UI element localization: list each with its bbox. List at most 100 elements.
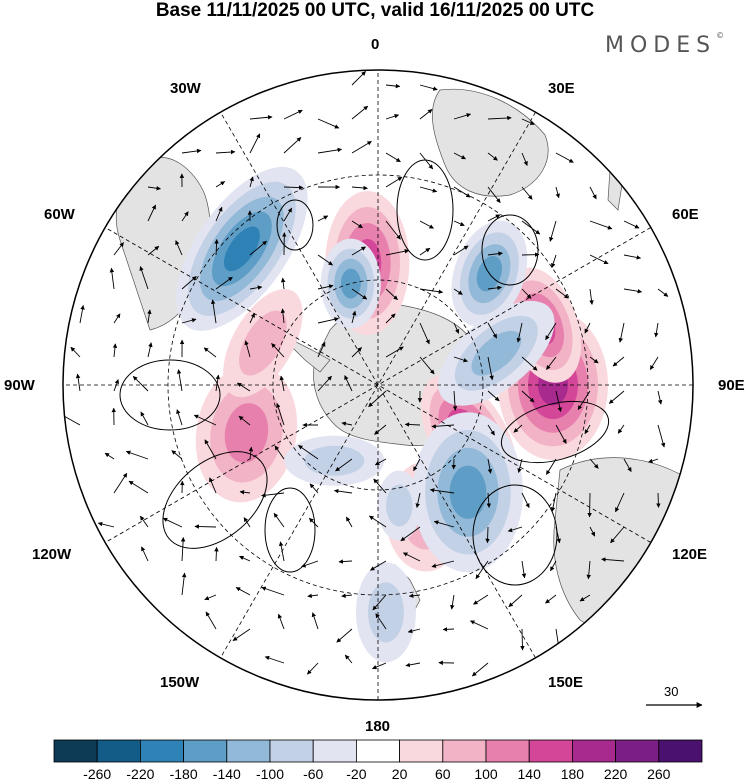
wind-vector <box>555 152 574 163</box>
wind-vector <box>204 439 217 460</box>
wind-vector <box>649 356 659 370</box>
wind-vector <box>351 140 372 154</box>
wind-vector <box>273 512 285 528</box>
wind-vector <box>351 347 362 358</box>
wind-vector <box>648 458 659 464</box>
colorbar-label-3: -140 <box>212 766 241 782</box>
wind-vector <box>147 342 153 358</box>
wind-vector <box>298 444 319 460</box>
wind-vector <box>442 627 455 632</box>
wind-vectors <box>63 71 669 677</box>
contour-high-90w <box>119 359 221 431</box>
wind-vector <box>113 242 124 256</box>
wind-vector <box>203 347 217 358</box>
wind-vector <box>617 424 625 434</box>
wind-vector <box>586 560 591 580</box>
wind-vector <box>610 526 625 544</box>
wind-vector <box>521 560 527 579</box>
lon-label-150e: 150E <box>548 674 584 691</box>
wind-vector <box>385 249 410 256</box>
wind-vector <box>333 488 353 494</box>
colorbar-swatch-5 <box>269 739 314 763</box>
wind-vector <box>279 375 285 392</box>
colorbar-label-8: 60 <box>435 766 451 782</box>
wind-vector <box>654 322 659 338</box>
wind-vector <box>261 586 285 596</box>
wind-vector <box>453 288 463 295</box>
wind-vector <box>243 517 251 528</box>
wind-vector <box>555 288 569 299</box>
wind-vector <box>521 390 535 403</box>
wind-vector <box>180 537 186 562</box>
wind-vector <box>311 612 319 630</box>
wind-vector <box>235 587 251 596</box>
wind-vector <box>176 409 183 426</box>
wind-vector <box>317 317 339 324</box>
wind-vector <box>550 560 557 572</box>
wind-vector <box>249 115 273 120</box>
wind-vector <box>308 517 319 528</box>
wind-vector <box>249 240 267 256</box>
wind-vector <box>589 220 613 230</box>
wind-vector <box>249 312 255 324</box>
wind-vector <box>623 254 642 260</box>
wind-vector <box>317 254 333 266</box>
wind-vector <box>453 322 460 334</box>
wind-vector <box>147 204 156 222</box>
wind-vector <box>618 322 625 343</box>
wind-vector <box>657 288 669 297</box>
wind-vector <box>385 313 396 324</box>
wind-vector <box>520 628 525 651</box>
wind-vector <box>521 220 541 235</box>
wind-vector <box>516 322 523 343</box>
wind-vector <box>236 382 251 392</box>
wind-vector <box>351 185 368 191</box>
wind-vector <box>545 594 557 604</box>
wind-vector <box>335 458 353 472</box>
colorbar-label-10: 140 <box>517 766 541 782</box>
wind-vector <box>589 526 596 537</box>
wind-vector <box>470 620 489 630</box>
colorbar-swatch-10 <box>485 739 530 763</box>
wind-vector <box>249 176 254 188</box>
wind-vector <box>346 516 353 528</box>
wind-vector <box>341 421 353 426</box>
reference-vector-label: 30 <box>664 684 679 699</box>
wind-vector <box>181 572 187 596</box>
wind-vector <box>301 560 319 568</box>
wind-vector <box>487 115 512 121</box>
contour-high-90e <box>500 400 610 464</box>
colorbar-label-2: -180 <box>169 766 198 782</box>
wind-vector <box>162 517 183 528</box>
contour-low-30w <box>276 199 314 251</box>
wind-vector <box>238 415 251 426</box>
anomaly-12-level-2 <box>367 582 404 643</box>
anomaly-7-level-4 <box>340 268 361 299</box>
wind-vector <box>351 246 366 256</box>
wind-vector <box>405 662 421 668</box>
wind-vector <box>589 186 597 200</box>
lon-label-60e: 60E <box>672 206 699 223</box>
wind-vector <box>623 220 640 229</box>
wind-vector <box>249 133 261 154</box>
wind-vector <box>615 492 625 513</box>
wind-vector <box>175 240 183 256</box>
colorbar-swatch-6 <box>312 739 357 763</box>
wind-vector <box>280 308 286 324</box>
wind-vector <box>555 526 561 544</box>
wind-vector <box>419 84 438 91</box>
wind-vector <box>248 446 254 460</box>
lon-label-90e: 90E <box>718 377 745 394</box>
parallel-30s <box>167 174 589 596</box>
wind-vector <box>307 593 319 599</box>
africa <box>432 88 549 197</box>
wind-vector <box>385 220 401 240</box>
wind-vector <box>205 611 217 630</box>
lon-label-30w: 30W <box>170 80 201 97</box>
wind-vector <box>385 83 401 89</box>
anomaly-11-level-2 <box>386 484 413 527</box>
colorbar-swatch-8 <box>399 739 444 763</box>
colorbar-swatch-11 <box>528 739 573 763</box>
anomaly-9-level-3 <box>471 330 522 376</box>
wind-vector <box>385 346 404 358</box>
